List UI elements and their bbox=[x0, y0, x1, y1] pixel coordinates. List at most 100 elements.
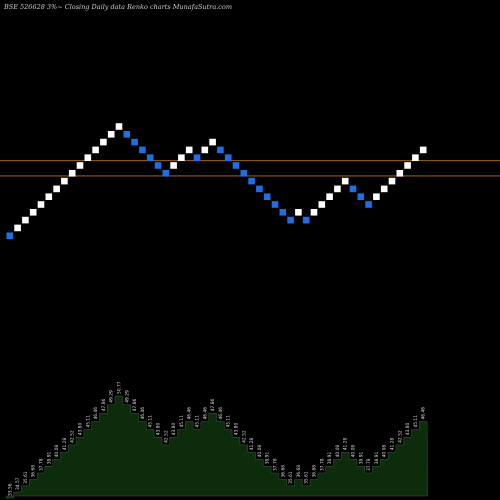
renko-brick-up bbox=[341, 177, 349, 185]
volume-label: 42.52 bbox=[70, 430, 76, 443]
renko-brick-down bbox=[154, 162, 162, 169]
renko-brick-up bbox=[45, 193, 53, 201]
volume-label: 37.78 bbox=[319, 458, 325, 471]
volume-label: 41.28 bbox=[343, 437, 349, 450]
renko-brick-down bbox=[256, 185, 263, 193]
volume-label: 47.86 bbox=[101, 398, 107, 411]
renko-brick-up bbox=[326, 193, 333, 201]
volume-label: 46.46 bbox=[202, 407, 208, 420]
volume-label: 38.91 bbox=[265, 452, 271, 465]
renko-brick-down bbox=[365, 201, 372, 208]
volume-label: 45.11 bbox=[179, 415, 185, 428]
volume-label: 47.86 bbox=[132, 398, 138, 411]
volume-label: 45.11 bbox=[195, 415, 201, 428]
volume-label: 37.78 bbox=[366, 458, 372, 471]
renko-brick-up bbox=[61, 177, 68, 185]
volume-label: 36.68 bbox=[31, 465, 37, 478]
volume-label: 46.46 bbox=[218, 407, 224, 420]
renko-brick-up bbox=[404, 162, 411, 169]
renko-brick-up bbox=[14, 224, 21, 232]
renko-brick-down bbox=[193, 154, 201, 161]
renko-brick-up bbox=[380, 185, 388, 193]
renko-brick-down bbox=[232, 162, 240, 169]
renko-brick-up bbox=[100, 138, 107, 146]
volume-label: 43.80 bbox=[156, 423, 162, 436]
volume-label: 36.68 bbox=[280, 465, 286, 478]
renko-brick-up bbox=[295, 208, 302, 216]
renko-brick-down bbox=[123, 131, 131, 138]
renko-brick-down bbox=[146, 154, 154, 161]
volume-label: 42.52 bbox=[241, 430, 247, 443]
renko-brick-down bbox=[6, 232, 14, 240]
renko-brick-up bbox=[209, 138, 216, 146]
volume-label: 37.78 bbox=[39, 458, 45, 471]
renko-brick-up bbox=[178, 154, 185, 161]
volume-label: 40.08 bbox=[257, 445, 263, 458]
volume-label: 40.08 bbox=[382, 445, 388, 458]
renko-brick-down bbox=[287, 216, 294, 224]
renko-brick-down bbox=[357, 193, 365, 201]
renko-brick-down bbox=[349, 185, 357, 193]
volume-label: 47.86 bbox=[210, 398, 216, 411]
renko-bricks bbox=[6, 123, 427, 240]
volume-label: 38.91 bbox=[327, 452, 333, 465]
volume-label: 45.11 bbox=[85, 415, 91, 428]
renko-brick-down bbox=[162, 169, 170, 177]
renko-brick-down bbox=[302, 216, 310, 224]
renko-brick-down bbox=[271, 201, 279, 208]
renko-brick-down bbox=[240, 169, 248, 177]
renko-brick-up bbox=[334, 185, 341, 193]
volume-label: 46.46 bbox=[187, 407, 193, 420]
volume-label: 41.28 bbox=[249, 437, 255, 450]
renko-brick-up bbox=[37, 201, 45, 208]
renko-brick-up bbox=[84, 154, 92, 161]
volume-label: 45.11 bbox=[226, 415, 232, 428]
renko-brick-down bbox=[139, 146, 146, 154]
volume-area-shape bbox=[5, 395, 428, 499]
renko-brick-up bbox=[412, 154, 419, 161]
volume-label: 41.28 bbox=[62, 437, 68, 450]
volume-label: 46.46 bbox=[421, 407, 427, 420]
volume-label: 49.29 bbox=[124, 390, 130, 403]
renko-brick-up bbox=[373, 193, 380, 201]
renko-brick-down bbox=[248, 177, 255, 185]
volume-label: 34.57 bbox=[15, 477, 21, 490]
volume-label: 33.56 bbox=[7, 483, 13, 496]
renko-brick-up bbox=[396, 169, 404, 177]
renko-brick-up bbox=[53, 185, 60, 193]
volume-label: 43.80 bbox=[405, 423, 411, 436]
renko-brick-up bbox=[22, 216, 29, 224]
volume-label: 46.46 bbox=[140, 407, 146, 420]
renko-brick-up bbox=[68, 169, 76, 177]
volume-label: 40.08 bbox=[54, 445, 60, 458]
chart-title: BSE 526628 3%~ Closing Daily data Renko … bbox=[3, 3, 232, 11]
volume-label: 38.91 bbox=[358, 452, 364, 465]
volume-label: 35.61 bbox=[23, 471, 29, 484]
volume-label: 49.29 bbox=[109, 390, 115, 403]
renko-brick-up bbox=[310, 208, 318, 216]
volume-label: 43.80 bbox=[171, 423, 177, 436]
renko-brick-up bbox=[92, 146, 99, 154]
volume-label: 45.11 bbox=[148, 415, 154, 428]
volume-label: 37.78 bbox=[273, 458, 279, 471]
volume-label: 50.77 bbox=[117, 381, 123, 394]
volume-label: 35.61 bbox=[288, 471, 294, 484]
renko-brick-up bbox=[76, 162, 84, 169]
volume-label: 43.80 bbox=[234, 423, 240, 436]
renko-brick-up bbox=[29, 208, 37, 216]
renko-brick-up bbox=[318, 201, 326, 208]
volume-label: 36.68 bbox=[312, 465, 318, 478]
renko-brick-up bbox=[107, 131, 115, 138]
renko-brick-down bbox=[263, 193, 271, 201]
volume-label: 46.46 bbox=[93, 407, 99, 420]
volume-label: 38.91 bbox=[46, 452, 52, 465]
renko-brick-down bbox=[224, 154, 232, 161]
renko-brick-up bbox=[419, 146, 427, 154]
volume-label: 45.11 bbox=[413, 415, 419, 428]
volume-label: 40.08 bbox=[351, 445, 357, 458]
volume-labels: 33.56 34.57 35.6136.6837.7838.9140.0841.28… bbox=[7, 381, 426, 496]
volume-label: 35.61 bbox=[304, 471, 310, 484]
renko-brick-up bbox=[388, 177, 396, 185]
